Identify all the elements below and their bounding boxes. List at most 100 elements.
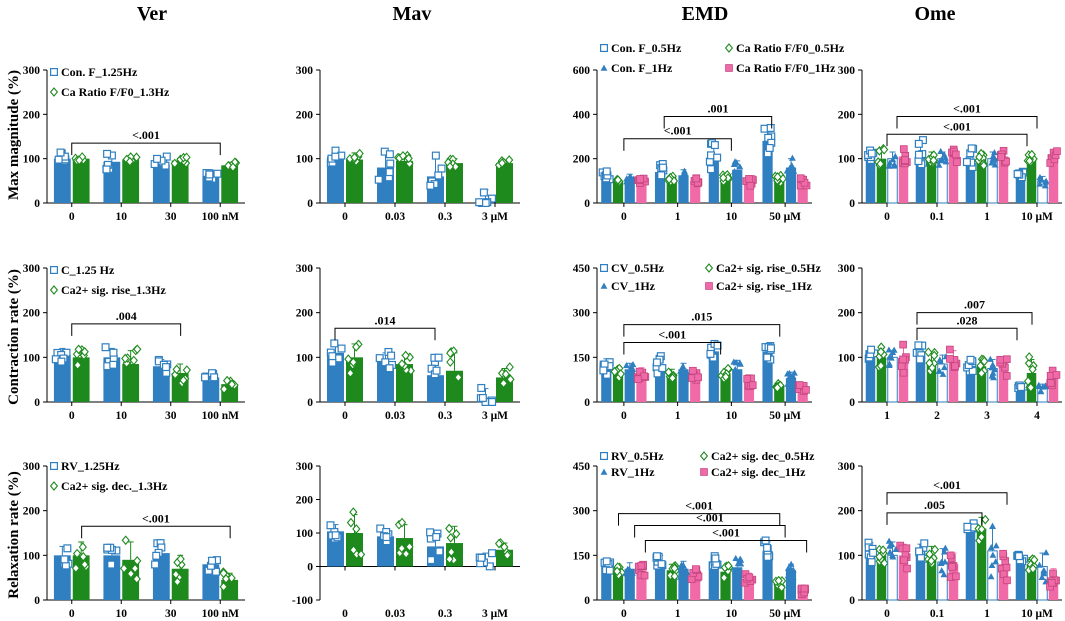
data-point: [953, 158, 961, 166]
x-tick-label: 10: [116, 410, 128, 422]
data-point: [219, 568, 228, 579]
p-value-label: <.001: [664, 124, 692, 138]
y-tick-label: 200: [838, 506, 856, 518]
bracket-line: [886, 133, 1028, 147]
data-point: [382, 533, 391, 542]
data-point: [692, 174, 701, 183]
data-point: [731, 366, 739, 373]
data-point: [386, 159, 395, 168]
data-point: [346, 368, 355, 378]
data-point: [171, 569, 181, 580]
chart-panel-emd-con: 0 150 300 450 0 1 10 50 μM <.001 .015 CV_0.5Hz Ca2+…: [573, 261, 822, 422]
data-point: [682, 572, 690, 579]
bar-ome-mag-s3-c2: [998, 156, 1009, 203]
bar-ver-mag-s0-c2: [152, 164, 170, 203]
data-point: [1048, 579, 1056, 587]
data-point: [1030, 555, 1039, 565]
x-tick-label: 30: [165, 608, 177, 620]
data-point: [1038, 573, 1046, 581]
data-point: [60, 555, 69, 564]
data-point: [899, 368, 908, 377]
data-point: [126, 568, 135, 579]
x-tick-label: 0: [342, 410, 348, 422]
data-point: [1028, 364, 1037, 375]
data-point: [887, 354, 895, 361]
x-tick-label: 100 nM: [202, 608, 240, 620]
data-point: [668, 373, 677, 384]
data-point: [996, 355, 1004, 364]
data-point: [634, 375, 642, 383]
data-point: [989, 361, 997, 368]
data-point: [938, 567, 946, 574]
data-point: [952, 572, 960, 581]
data-point: [745, 573, 754, 582]
data-point: [720, 572, 729, 583]
data-point: [1003, 372, 1011, 380]
data-point: [952, 150, 960, 159]
legend-label: CV_1Hz: [611, 279, 656, 293]
data-point: [869, 548, 878, 557]
bar-emd-rel-s2-c0: [624, 568, 635, 600]
data-point: [986, 355, 994, 362]
data-point: [713, 153, 722, 162]
legend-label: Ca2+ sig. rise_1Hz: [716, 279, 812, 293]
y-tick-label: 0: [584, 198, 590, 210]
y-tick-label: 0: [584, 595, 590, 607]
p-value-label: .014: [375, 313, 396, 327]
data-point: [936, 356, 944, 363]
bar-ver-mag-s0-c3: [202, 176, 220, 203]
p-value-label: .007: [964, 298, 985, 312]
bar-ome-rel-s1-c1: [926, 555, 937, 600]
data-point: [506, 374, 515, 385]
legend-label: Ca2+ sig. dec_0.5Hz: [711, 449, 815, 463]
bar-ome-con-s0-c3: [1015, 386, 1026, 402]
legend-label: RV_1Hz: [611, 465, 655, 479]
column-title-ome: Ome: [914, 3, 955, 25]
legend-marker: [599, 452, 608, 461]
data-point: [602, 167, 611, 176]
data-point: [454, 372, 463, 383]
data-point: [446, 348, 455, 359]
bracket-line: [896, 116, 1038, 129]
data-point: [445, 161, 455, 172]
data-point: [121, 353, 130, 364]
x-tick-label: 0.03: [385, 211, 405, 223]
data-point: [1036, 180, 1044, 187]
data-point: [876, 347, 886, 357]
data-point: [427, 556, 436, 565]
bar-emd-con-s0-c0: [601, 366, 612, 402]
data-point: [107, 560, 116, 569]
data-point: [446, 532, 455, 543]
data-point: [349, 545, 358, 555]
bar-emd-rel-s2-c1: [678, 568, 689, 600]
bar-ome-mag-s1-c1: [926, 158, 937, 203]
x-tick-label: 2: [934, 410, 940, 422]
data-point: [1042, 382, 1049, 389]
data-point: [1017, 383, 1026, 392]
p-value-label: <.001: [712, 525, 740, 539]
p-value-label: <.001: [685, 499, 713, 513]
data-point: [929, 155, 938, 166]
data-point: [445, 523, 454, 534]
data-point: [1023, 376, 1033, 387]
data-point: [787, 560, 795, 567]
bar-ome-rel-s0-c2: [965, 528, 976, 600]
bracket-line: [663, 116, 773, 129]
data-point: [623, 361, 630, 369]
data-point: [629, 361, 637, 368]
x-tick-label: 0.03: [385, 410, 405, 422]
data-point: [219, 384, 229, 395]
data-point: [1040, 570, 1048, 577]
bar-emd-con-s0-c3: [762, 351, 773, 402]
data-point: [405, 541, 414, 552]
data-point: [980, 356, 989, 367]
p-value-label: .028: [957, 313, 978, 327]
data-point: [626, 367, 634, 374]
y-tick-label: 0: [34, 397, 40, 409]
data-point: [867, 558, 876, 567]
data-point: [624, 179, 632, 186]
data-point: [791, 369, 798, 376]
legend-label: Con. F_0.5Hz: [611, 41, 682, 55]
bar-mav-con-s0-c2: [427, 375, 444, 402]
data-point: [901, 156, 909, 164]
